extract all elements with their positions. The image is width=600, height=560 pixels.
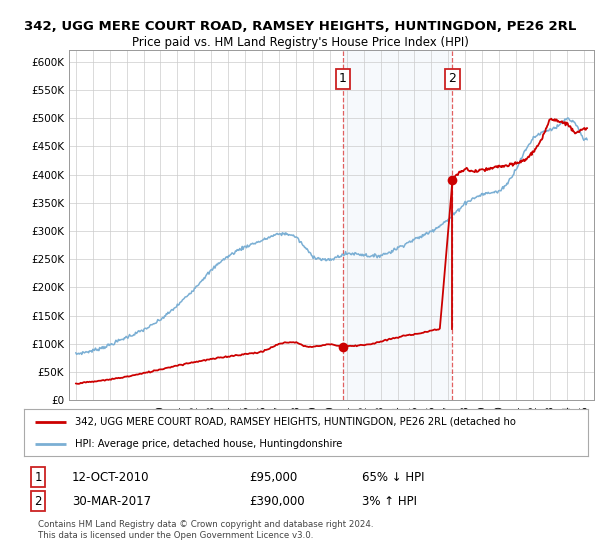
Text: 342, UGG MERE COURT ROAD, RAMSEY HEIGHTS, HUNTINGDON, PE26 2RL (detached ho: 342, UGG MERE COURT ROAD, RAMSEY HEIGHTS… bbox=[75, 417, 515, 427]
Text: 2: 2 bbox=[34, 495, 42, 508]
Text: 65% ↓ HPI: 65% ↓ HPI bbox=[362, 470, 425, 484]
Text: £95,000: £95,000 bbox=[250, 470, 298, 484]
Text: 12-OCT-2010: 12-OCT-2010 bbox=[72, 470, 149, 484]
Text: 30-MAR-2017: 30-MAR-2017 bbox=[72, 495, 151, 508]
Text: 1: 1 bbox=[339, 72, 347, 85]
Bar bbox=[343, 50, 452, 400]
Text: Price paid vs. HM Land Registry's House Price Index (HPI): Price paid vs. HM Land Registry's House … bbox=[131, 36, 469, 49]
Text: 2: 2 bbox=[448, 72, 457, 85]
Text: 3% ↑ HPI: 3% ↑ HPI bbox=[362, 495, 418, 508]
Text: HPI: Average price, detached house, Huntingdonshire: HPI: Average price, detached house, Hunt… bbox=[75, 438, 342, 449]
Text: Contains HM Land Registry data © Crown copyright and database right 2024.
This d: Contains HM Land Registry data © Crown c… bbox=[38, 520, 374, 540]
Text: 342, UGG MERE COURT ROAD, RAMSEY HEIGHTS, HUNTINGDON, PE26 2RL: 342, UGG MERE COURT ROAD, RAMSEY HEIGHTS… bbox=[24, 20, 576, 32]
Text: 1: 1 bbox=[34, 470, 42, 484]
Text: £390,000: £390,000 bbox=[250, 495, 305, 508]
